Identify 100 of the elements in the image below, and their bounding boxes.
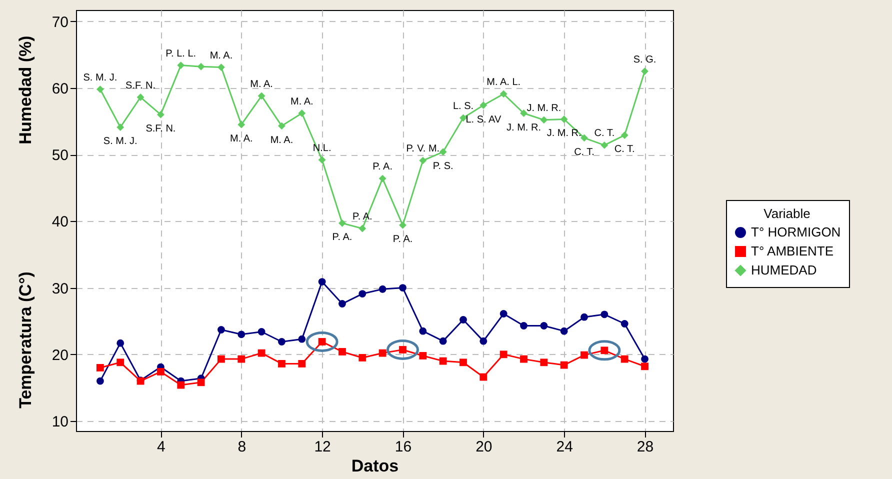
x-tick-label: 4 bbox=[157, 438, 166, 456]
point bbox=[580, 313, 588, 321]
annotation: J. M. R. bbox=[526, 102, 562, 114]
point bbox=[157, 368, 164, 376]
annotation: C. T. bbox=[614, 144, 635, 156]
point bbox=[439, 357, 447, 365]
annotation: P. V. M. bbox=[406, 144, 440, 155]
text: Humedad (%) bbox=[16, 36, 35, 144]
annotation: P. S. bbox=[432, 160, 454, 172]
point bbox=[278, 122, 286, 130]
point bbox=[620, 355, 628, 363]
point bbox=[358, 354, 366, 362]
point bbox=[500, 90, 508, 98]
point bbox=[358, 224, 366, 232]
point bbox=[641, 355, 648, 363]
point bbox=[238, 355, 246, 363]
point bbox=[460, 114, 467, 122]
point bbox=[238, 330, 246, 338]
legend-label: T° AMBIENTE bbox=[751, 244, 834, 258]
point bbox=[96, 364, 104, 372]
legend-title: Variable bbox=[764, 206, 810, 221]
point bbox=[238, 120, 246, 128]
x-tick-label: 8 bbox=[238, 438, 246, 456]
annotation: S.F. N. bbox=[126, 80, 156, 92]
annotation: C. T. bbox=[594, 128, 615, 140]
point bbox=[600, 142, 608, 149]
point bbox=[620, 320, 628, 328]
point bbox=[358, 290, 366, 298]
y-tick-label: 60 bbox=[52, 80, 68, 98]
annotation: L. S. AV bbox=[466, 114, 502, 126]
point bbox=[298, 110, 306, 117]
annotation: J. M. R. bbox=[546, 128, 582, 140]
point bbox=[177, 62, 185, 69]
y-axis-title: Temperatura (C°) bbox=[16, 272, 35, 408]
annotation: M. A. bbox=[230, 134, 253, 145]
point bbox=[338, 219, 346, 227]
y-tick-label: 10 bbox=[52, 414, 68, 431]
x-tick-label: 16 bbox=[394, 438, 412, 456]
annotation: J. M. R. bbox=[506, 122, 541, 134]
point bbox=[338, 300, 346, 308]
point bbox=[378, 349, 386, 357]
point bbox=[378, 285, 386, 293]
point bbox=[560, 361, 568, 369]
legend-label: HUMEDAD bbox=[751, 262, 817, 278]
point bbox=[520, 322, 528, 330]
x-tick-label: 20 bbox=[476, 438, 492, 456]
point bbox=[96, 86, 104, 93]
x-tick-label: 12 bbox=[314, 438, 331, 456]
point bbox=[500, 310, 508, 318]
point bbox=[116, 358, 124, 366]
point bbox=[278, 360, 286, 368]
point bbox=[278, 338, 286, 346]
point bbox=[480, 337, 488, 345]
point bbox=[480, 373, 488, 381]
point bbox=[197, 62, 205, 70]
point bbox=[419, 156, 427, 164]
point bbox=[460, 316, 467, 324]
x-tick-label: 24 bbox=[556, 438, 573, 456]
y-tick-label: 20 bbox=[52, 346, 68, 364]
annotation: P. A. bbox=[372, 162, 392, 173]
point bbox=[439, 148, 447, 156]
point bbox=[540, 322, 548, 330]
annotation: M. A. bbox=[270, 134, 294, 146]
annotation: M. A. bbox=[210, 50, 233, 62]
legend-label: T° HORMIGON bbox=[751, 224, 841, 240]
annotation: S. M. J. bbox=[83, 72, 118, 84]
point bbox=[419, 327, 427, 335]
point bbox=[96, 377, 104, 385]
point bbox=[218, 355, 225, 363]
point bbox=[157, 110, 164, 118]
x-axis-title: Datos bbox=[351, 456, 399, 476]
point bbox=[116, 339, 124, 347]
point bbox=[600, 310, 608, 318]
point bbox=[116, 124, 124, 131]
y-tick-label: 30 bbox=[52, 280, 68, 298]
point bbox=[540, 358, 548, 366]
point bbox=[399, 221, 406, 229]
point bbox=[218, 326, 225, 334]
point bbox=[197, 378, 205, 386]
annotation: C. T. bbox=[574, 146, 594, 158]
x-tick-label: 28 bbox=[636, 438, 654, 456]
point bbox=[399, 284, 406, 292]
point bbox=[419, 352, 427, 360]
point bbox=[318, 278, 326, 286]
point bbox=[580, 351, 588, 359]
point bbox=[460, 358, 467, 366]
y-tick-label: 70 bbox=[52, 14, 68, 31]
point bbox=[258, 328, 266, 336]
point bbox=[641, 362, 648, 370]
point bbox=[641, 68, 648, 75]
y-tick-label: 40 bbox=[52, 214, 68, 231]
point bbox=[298, 335, 306, 343]
annotation: M. A. bbox=[250, 78, 273, 90]
point bbox=[177, 381, 185, 389]
point bbox=[298, 360, 306, 368]
annotation: P. A. bbox=[332, 232, 352, 244]
point bbox=[520, 355, 528, 363]
point bbox=[580, 134, 588, 142]
annotation: M. A. L. bbox=[486, 76, 521, 88]
annotation: P. A. bbox=[392, 234, 413, 246]
